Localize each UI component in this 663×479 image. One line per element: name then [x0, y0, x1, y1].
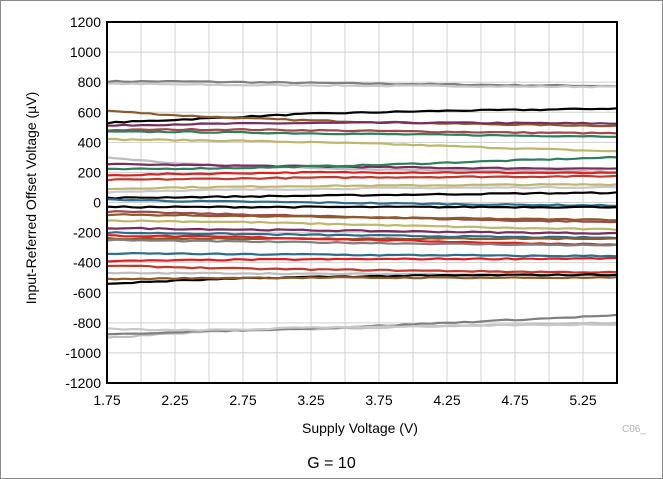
- series-line-10: [106, 162, 618, 171]
- series-line-2: [107, 82, 618, 89]
- y-tick-label: -400: [73, 255, 101, 271]
- series-line-16: [106, 191, 618, 200]
- series-line-7: [106, 130, 618, 138]
- x-tick-label: 3.25: [297, 392, 324, 408]
- series-line-12: [106, 170, 618, 177]
- y-tick-label: 200: [78, 164, 102, 180]
- series-lines: [106, 79, 618, 339]
- series-line-22: [106, 226, 618, 235]
- y-tick-label: 400: [78, 134, 102, 150]
- x-tick-label: 4.25: [433, 392, 460, 408]
- series-line-1: [106, 79, 618, 88]
- x-tick-label: 3.75: [365, 392, 392, 408]
- y-tick-label: 0: [93, 195, 101, 211]
- series-line-18: [106, 205, 618, 209]
- y-tick-label: 1200: [70, 14, 101, 30]
- series-line-27: [106, 251, 618, 258]
- plot-area-border: [106, 21, 618, 384]
- x-tick-label: 4.75: [501, 392, 528, 408]
- series-line-17: [106, 198, 618, 208]
- x-tick-label: 5.25: [569, 392, 596, 408]
- gain-condition-label: G = 10: [307, 455, 356, 472]
- series-line-6: [106, 127, 618, 135]
- x-tick-label: 1.75: [93, 392, 120, 408]
- y-tick-label: 800: [78, 74, 102, 90]
- series-line-13: [106, 174, 618, 182]
- series-line-29: [106, 264, 618, 274]
- series-line-31: [106, 273, 618, 285]
- axes: 1200 1000 800 600 400 200 0 -200 -400 -600 -800 -10…: [65, 14, 618, 408]
- y-tick-label: 1000: [70, 44, 101, 60]
- series-line-14: [106, 182, 618, 191]
- y-tick-label: -1200: [65, 375, 101, 391]
- y-axis-title: Input-Referred Offset Voltage (µV): [23, 92, 39, 304]
- series-line-35: [106, 323, 618, 332]
- y-tick-label: -800: [73, 315, 101, 331]
- x-tick-label: 2.25: [161, 392, 188, 408]
- series-line-28: [106, 256, 618, 263]
- y-tick-label: -600: [73, 285, 101, 301]
- y-tick-label: -1000: [65, 345, 101, 361]
- figure-code-label: C06_: [622, 424, 646, 435]
- series-line-8: [106, 137, 617, 153]
- series-line-21: [107, 219, 618, 232]
- x-axis-title: Supply Voltage (V): [302, 420, 418, 436]
- series-line-3: [106, 107, 618, 125]
- y-tick-label: 600: [78, 104, 102, 120]
- series-line-5: [106, 121, 618, 127]
- series-line-20: [106, 213, 618, 222]
- series-line-9: [106, 156, 618, 174]
- series-line-32: [106, 275, 618, 281]
- y-tick-label: -200: [73, 225, 101, 241]
- series-line-24: [106, 236, 618, 241]
- series-line-26: [106, 238, 618, 247]
- series-line-15: [106, 185, 618, 194]
- series-line-11: [106, 155, 618, 171]
- x-tick-label: 2.75: [229, 392, 256, 408]
